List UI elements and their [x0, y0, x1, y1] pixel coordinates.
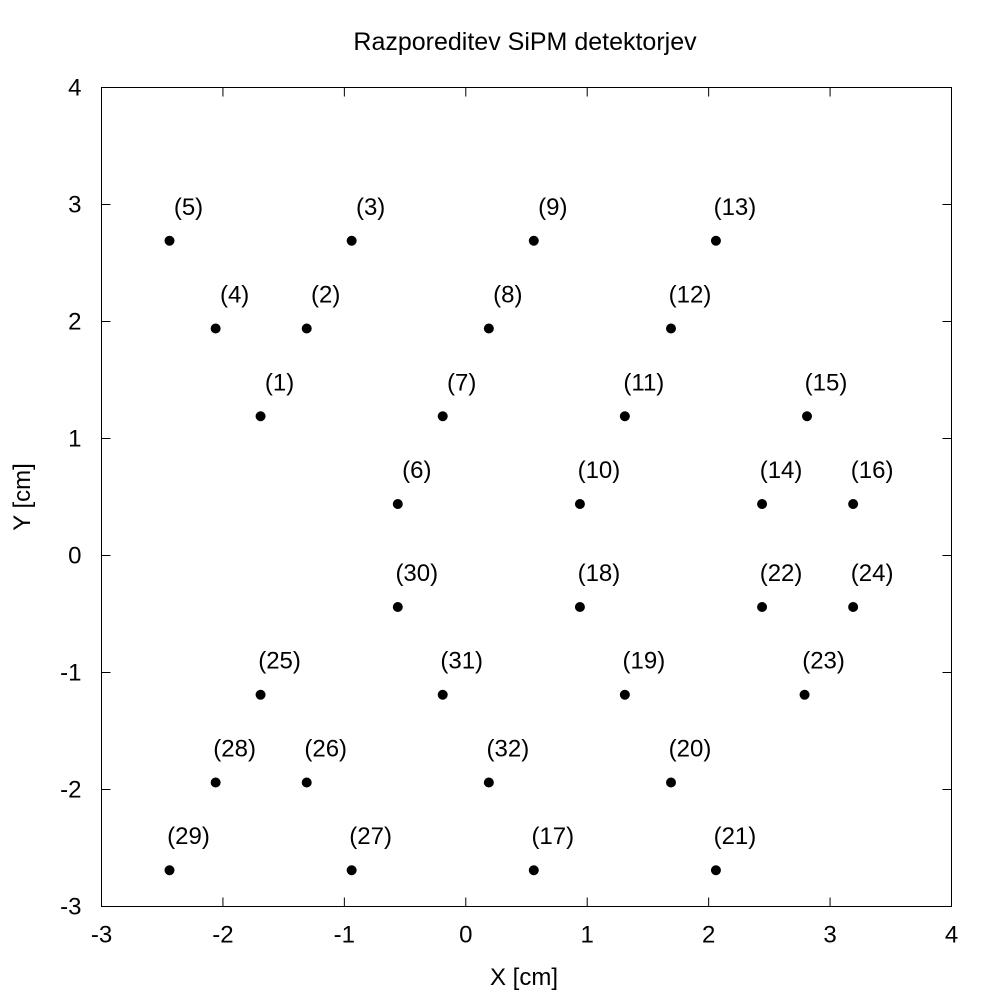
x-tick-label: 2 — [702, 922, 715, 949]
data-point-label: (15) — [805, 369, 848, 396]
data-point-label: (4) — [220, 282, 249, 309]
data-point — [255, 411, 266, 422]
data-point-label: (22) — [760, 560, 803, 587]
y-tick-label: -3 — [60, 894, 81, 921]
data-point-label: (31) — [440, 648, 483, 675]
data-point-label: (21) — [714, 823, 757, 850]
data-point — [437, 411, 448, 422]
data-point-label: (19) — [623, 648, 666, 675]
data-point — [346, 865, 357, 876]
data-point-label: (5) — [174, 194, 203, 221]
data-point — [528, 865, 539, 876]
data-point — [301, 323, 312, 334]
data-point-label: (32) — [487, 735, 530, 762]
data-point-label: (18) — [578, 560, 621, 587]
data-point-label: (9) — [538, 194, 567, 221]
data-point — [666, 323, 676, 334]
data-point — [574, 499, 585, 510]
x-tick-label: 0 — [459, 922, 472, 949]
data-point-label: (26) — [304, 735, 347, 762]
y-tick-label: 1 — [68, 426, 81, 453]
data-point-label: (3) — [356, 194, 385, 221]
data-point-label: (23) — [802, 648, 845, 675]
y-tick-label: -2 — [60, 777, 81, 804]
x-tick-label: -2 — [212, 922, 233, 949]
y-tick-label: 4 — [68, 75, 81, 102]
data-point — [164, 865, 175, 876]
data-point — [666, 777, 676, 788]
data-point-label: (16) — [851, 457, 894, 484]
data-point — [757, 601, 768, 612]
data-point — [346, 235, 357, 246]
y-tick-label: -1 — [60, 660, 81, 687]
data-point — [483, 777, 494, 788]
data-point — [437, 689, 448, 700]
plot-frame — [101, 87, 952, 907]
data-point-label: (24) — [851, 560, 894, 587]
data-point — [848, 499, 859, 510]
y-tick-label: 3 — [68, 192, 81, 219]
data-point-label: (17) — [531, 823, 574, 850]
x-tick-label: 1 — [581, 922, 594, 949]
data-point-label: (14) — [760, 457, 803, 484]
data-point — [619, 411, 630, 422]
data-point — [710, 235, 721, 246]
data-point-label: (2) — [311, 282, 340, 309]
x-tick-label: -3 — [91, 922, 112, 949]
data-point-label: (20) — [669, 735, 712, 762]
y-axis-label: Y [cm] — [9, 463, 36, 531]
y-tick-label: 2 — [68, 309, 81, 336]
data-point — [392, 499, 403, 510]
data-point — [710, 865, 721, 876]
data-point-label: (11) — [623, 369, 664, 396]
data-point-label: (25) — [258, 648, 301, 675]
data-points: (1) (2) (3) (4) (5) (6) (7) (8) (9) (10) (11) (12) (… — [164, 194, 894, 876]
data-point — [528, 235, 539, 246]
x-tick-label: 4 — [945, 922, 958, 949]
data-point-label: (6) — [402, 457, 431, 484]
x-axis-label: X [cm] — [490, 964, 558, 991]
data-point-label: (29) — [167, 823, 210, 850]
data-point-label: (7) — [447, 369, 476, 396]
data-point — [802, 411, 812, 422]
data-point-label: (1) — [265, 369, 294, 396]
data-point — [574, 601, 585, 612]
data-point — [757, 499, 768, 510]
y-tick-label: 0 — [68, 543, 81, 570]
data-point — [210, 323, 221, 334]
axis-ticks: -3 -2 -1 0 1 2 3 4 -3 -2 -1 0 1 2 3 4 — [60, 75, 958, 949]
data-point-label: (27) — [349, 823, 392, 850]
data-point — [164, 235, 175, 246]
data-point — [210, 777, 221, 788]
data-point — [255, 689, 266, 700]
data-point — [799, 689, 810, 700]
data-point-label: (28) — [213, 735, 256, 762]
data-point — [848, 601, 859, 612]
data-point — [392, 601, 403, 612]
x-tick-label: -1 — [334, 922, 355, 949]
data-point — [483, 323, 494, 334]
data-point — [619, 689, 630, 700]
data-point-label: (10) — [578, 457, 621, 484]
data-point-label: (30) — [395, 560, 438, 587]
data-point-label: (13) — [714, 194, 757, 221]
chart-title: Razporeditev SiPM detektorjev — [353, 28, 697, 56]
data-point-label: (8) — [493, 282, 522, 309]
x-tick-label: 3 — [823, 922, 836, 949]
data-point-label: (12) — [669, 282, 712, 309]
data-point — [301, 777, 312, 788]
